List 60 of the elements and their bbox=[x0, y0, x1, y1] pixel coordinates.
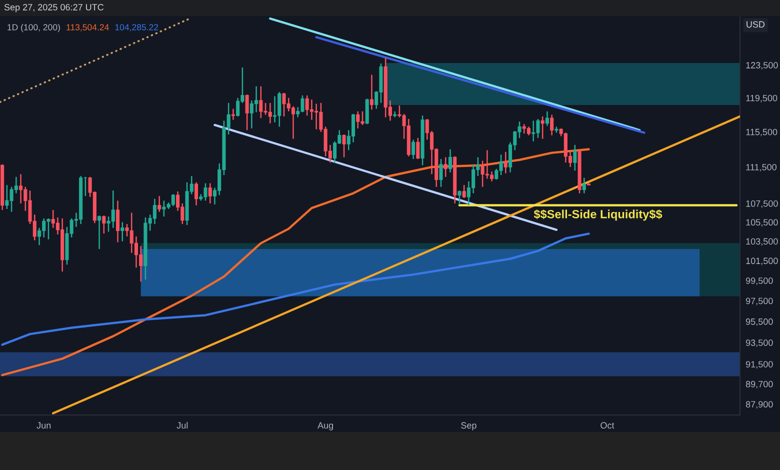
text: 113,504.24 bbox=[66, 24, 109, 32]
candlestick bbox=[152, 198, 156, 225]
y-tick-label: 105,500 bbox=[746, 219, 778, 227]
y-tick-label: 107,500 bbox=[746, 200, 778, 208]
y-tick-label: 119,500 bbox=[746, 94, 778, 102]
y-tick-label: 111,500 bbox=[746, 164, 777, 172]
candlestick bbox=[236, 97, 240, 118]
candlestick bbox=[462, 184, 466, 199]
y-tick-label: 123,500 bbox=[746, 62, 778, 70]
x-tick-label: Jul bbox=[176, 422, 188, 429]
candlestick bbox=[351, 113, 356, 143]
line-series bbox=[1, 232, 590, 346]
y-tick-label: 99,500 bbox=[746, 278, 773, 285]
candlestick bbox=[573, 144, 577, 172]
y-tick-label: 87,900 bbox=[746, 401, 773, 409]
candlestick bbox=[342, 134, 346, 158]
candlestick bbox=[370, 74, 374, 110]
candlestick bbox=[416, 137, 420, 160]
x-tick-label: Aug bbox=[318, 422, 334, 430]
candlestick bbox=[393, 110, 397, 118]
candlestick bbox=[291, 106, 296, 140]
text: 104,285.22 bbox=[115, 24, 158, 32]
candlestick bbox=[444, 156, 448, 178]
chart-title: Sep 27, 2025 06:27 UTC bbox=[4, 4, 104, 12]
candlestick bbox=[194, 182, 198, 206]
candlestick bbox=[458, 190, 462, 205]
x-tick-label: Sep bbox=[461, 422, 476, 430]
candlestick bbox=[120, 222, 124, 242]
candlestick bbox=[98, 214, 102, 250]
candlestick bbox=[272, 96, 277, 124]
annotation: $$Sell-Side Liquidity$$ bbox=[534, 209, 662, 221]
legend-title: 1D (100, 200) bbox=[8, 24, 60, 32]
candlestick bbox=[412, 139, 416, 160]
candlestick bbox=[116, 200, 120, 243]
y-tick-label: 97,500 bbox=[746, 298, 773, 306]
candlestick bbox=[448, 148, 452, 174]
candlestick bbox=[582, 177, 586, 194]
y-tick-label: 115,500 bbox=[746, 128, 778, 136]
candlestick bbox=[19, 174, 23, 204]
y-tick-label: 89,700 bbox=[746, 380, 773, 388]
candlestick bbox=[504, 151, 508, 174]
y-tick-label: 91,500 bbox=[746, 361, 773, 369]
candlestick bbox=[158, 195, 162, 212]
y-axis-title: USD bbox=[746, 21, 765, 28]
x-tick-label: Oct bbox=[600, 422, 614, 429]
candlestick bbox=[540, 116, 544, 140]
candlestick bbox=[550, 114, 554, 136]
candlestick bbox=[102, 214, 106, 234]
candlestick bbox=[439, 158, 443, 188]
y-tick-label: 103,500 bbox=[746, 238, 778, 246]
candlestick bbox=[365, 98, 369, 125]
candlestick bbox=[545, 110, 549, 126]
candlestick bbox=[171, 194, 175, 207]
candlestick bbox=[245, 94, 249, 131]
x-tick-label: Jun bbox=[36, 422, 51, 429]
y-tick-label: 101,500 bbox=[746, 258, 778, 266]
candlestick bbox=[208, 182, 212, 204]
y-tick-label: 93,500 bbox=[746, 340, 773, 347]
candlestick bbox=[231, 108, 235, 120]
y-tick-label: 95,500 bbox=[746, 318, 773, 326]
